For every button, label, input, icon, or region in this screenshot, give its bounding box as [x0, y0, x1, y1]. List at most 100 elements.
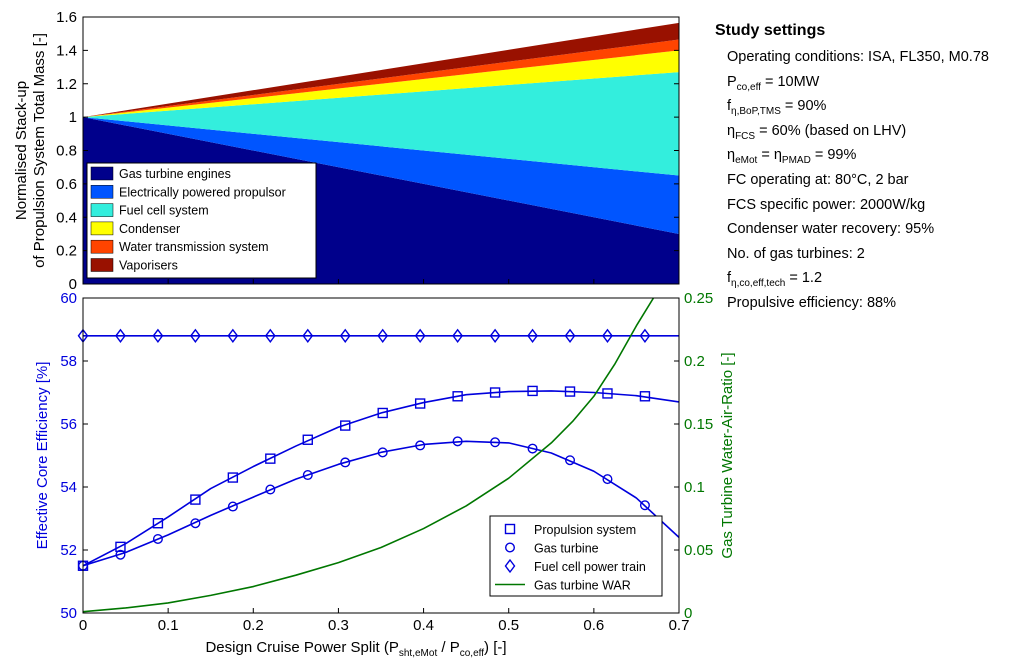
series-2-marker — [639, 328, 651, 343]
series-0-marker — [227, 472, 239, 483]
setting-line: ηFCS = 60% (based on LHV) — [727, 120, 1025, 145]
x-tick-label: 0.2 — [243, 617, 264, 634]
setting-main: No. of gas turbines: 2 — [727, 245, 865, 262]
bottom-legend-marker — [504, 558, 516, 574]
setting-sub: eMot — [735, 155, 758, 167]
setting-line: FCS specific power: 2000W/kg — [727, 194, 1025, 219]
top-y-tick-label: 1 — [69, 109, 77, 126]
setting-post: = 60% (based on LHV) — [755, 122, 907, 139]
series-1-marker — [415, 440, 426, 451]
top-y-tick-label: 1.2 — [56, 76, 77, 93]
x-axis-label-part1: Design Cruise Power Split (P — [205, 639, 398, 656]
efficiency-lines — [83, 298, 679, 613]
series-0-marker — [265, 453, 276, 464]
left-y-ticks: 50 52 54 56 58 60 — [60, 290, 88, 622]
setting-pre: η — [727, 122, 736, 139]
top-legend: Gas turbine engines Electrically powered … — [86, 162, 317, 279]
series-2-marker — [527, 328, 538, 343]
left-y-tick-label: 60 — [60, 290, 77, 307]
left-y-tick-label: 50 — [60, 605, 77, 622]
bottom-legend: Propulsion system Gas turbine Fuel cell po… — [489, 515, 663, 597]
top-y-axis-label-line2: of Propulsion System Total Mass [-] — [31, 33, 48, 268]
setting-pre: η — [727, 147, 736, 164]
settings-title: Study settings — [715, 22, 826, 39]
x-axis-label-part2: / P — [437, 639, 460, 656]
series-line-3 — [83, 298, 655, 613]
left-y-tick-label: 54 — [60, 479, 77, 496]
x-ticks: 0 0.1 0.2 0.3 0.4 0.5 0.6 0.7 — [79, 608, 690, 634]
area-1 — [83, 117, 679, 234]
series-1-marker — [452, 436, 463, 447]
series-1-marker — [115, 549, 126, 560]
setting-main: FCS specific power: 2000W/kg — [727, 196, 926, 213]
series-1-marker — [377, 447, 388, 458]
x-axis-label-part3: ) [-] — [484, 639, 507, 656]
setting-pre: P — [727, 73, 737, 90]
x-tick-label: 0.3 — [328, 617, 349, 634]
right-y-axis-label: Gas Turbine Water-Air-Ratio [-] — [719, 352, 736, 558]
x-tick-label: 0.5 — [498, 617, 519, 634]
series-2-marker — [602, 328, 613, 343]
top-legend-swatch — [90, 258, 114, 272]
x-tick-label: 0.1 — [158, 617, 179, 634]
setting-post2: = 99% — [810, 147, 857, 164]
x-tick-label: 0.6 — [583, 617, 604, 634]
series-0-marker — [602, 388, 613, 399]
setting-post: = 10MW — [760, 73, 820, 90]
setting-sub2: PMAD — [781, 155, 811, 167]
top-legend-label: Vaporisers — [119, 259, 178, 273]
study-settings-panel: Study settings Operating conditions: ISA… — [715, 22, 1025, 317]
series-2-marker — [489, 328, 501, 343]
bottom-legend-label: Gas turbine WAR — [534, 579, 631, 593]
area-2 — [83, 72, 679, 176]
top-legend-swatch — [90, 239, 114, 254]
setting-line: FC operating at: 80°C, 2 bar — [727, 169, 1025, 194]
right-y-tick-label: 0.15 — [684, 416, 713, 433]
setting-post: = 1.2 — [785, 270, 823, 287]
series-2-marker — [564, 328, 576, 343]
series-1-marker — [490, 437, 501, 448]
top-y-tick-label: 1.4 — [56, 42, 77, 59]
left-y-tick-label: 56 — [60, 416, 77, 433]
top-legend-label: Electrically powered propulsor — [119, 185, 286, 199]
top-y-axis-label-line1: Normalised Stack-up — [13, 81, 30, 220]
x-tick-label: 0.7 — [669, 617, 690, 634]
series-1-marker — [190, 518, 201, 529]
left-y-axis-label: Effective Core Efficiency [%] — [34, 362, 51, 550]
setting-sub: η,co,eff,tech — [731, 278, 786, 290]
bottom-legend-marker — [504, 523, 516, 535]
series-0-marker — [152, 518, 164, 529]
right-y-ticks: 0 0.05 0.1 0.15 0.2 0.25 — [674, 290, 713, 622]
series-0-marker — [190, 494, 201, 505]
series-2-marker — [414, 328, 426, 343]
right-y-tick-label: 0.2 — [684, 353, 705, 370]
setting-line: Condenser water recovery: 95% — [727, 218, 1025, 243]
series-line-1 — [83, 440, 679, 567]
series-1-marker — [602, 474, 613, 485]
x-axis-label-sub2: co,eff — [460, 648, 484, 659]
setting-post: = 90% — [780, 98, 827, 115]
bottom-legend-label: Gas turbine — [534, 542, 599, 556]
bottom-plot-frame — [82, 297, 680, 614]
setting-line: No. of gas turbines: 2 — [727, 243, 1025, 268]
left-y-tick-label: 52 — [60, 542, 77, 559]
setting-main: Condenser water recovery: 95% — [727, 221, 935, 238]
series-0-marker — [452, 391, 463, 402]
setting-main: Operating conditions: ISA, FL350, M0.78 — [727, 49, 989, 65]
series-line-0 — [83, 390, 679, 567]
setting-line: Propulsive efficiency: 88% — [727, 292, 1025, 317]
series-1-marker — [227, 501, 238, 512]
x-tick-label: 0 — [79, 617, 87, 634]
series-1-marker — [152, 533, 163, 544]
mass-stackup-plot: 0 0.2 0.4 0.6 0.8 1 1.2 1.4 1.6 Normalised Stack… — [13, 9, 680, 293]
series-0-marker — [340, 420, 351, 431]
bottom-legend-label: Propulsion system — [534, 523, 636, 537]
right-y-tick-label: 0.1 — [684, 479, 705, 496]
series-2-marker — [302, 328, 314, 343]
series-2-marker — [152, 328, 164, 343]
setting-sub: FCS — [735, 130, 756, 142]
top-legend-label: Water transmission system — [119, 240, 269, 254]
series-0-marker — [527, 385, 538, 397]
series-0-marker — [639, 391, 651, 402]
